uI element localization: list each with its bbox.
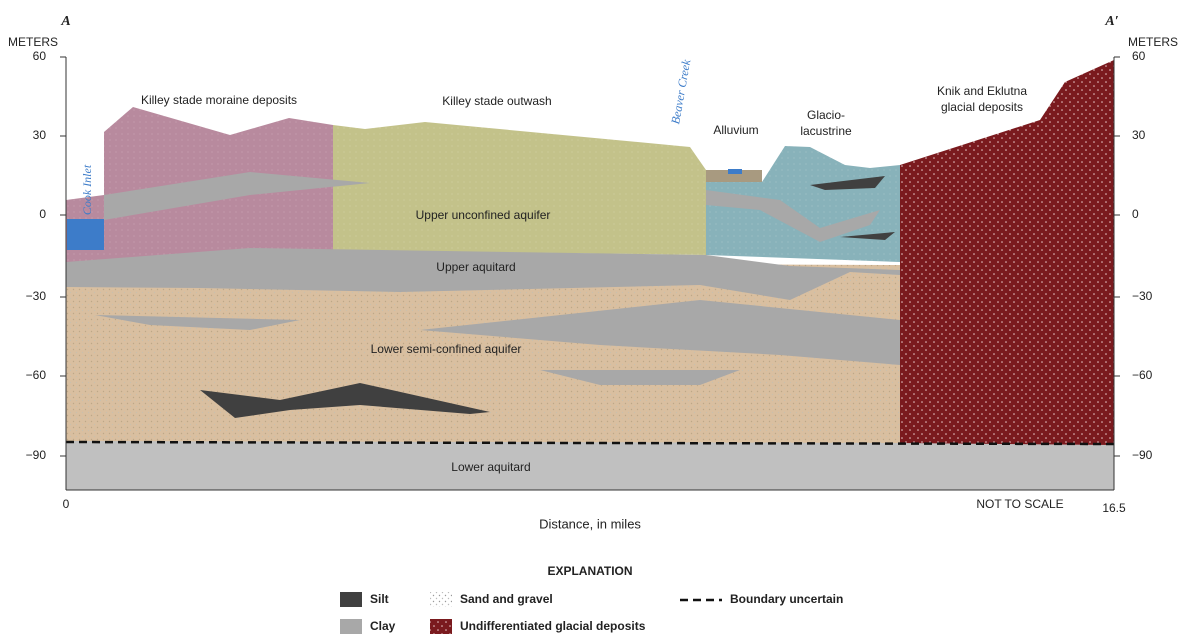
knik — [900, 60, 1114, 445]
tick-label: −90 — [1132, 448, 1153, 462]
deposit-label: Glacio- — [807, 108, 845, 122]
tick-label: 30 — [33, 128, 47, 142]
deposit-label: Killey stade outwash — [442, 94, 551, 108]
end-label: A — [60, 14, 70, 29]
tick-label: 0 — [1132, 207, 1139, 221]
unit: METERS — [8, 35, 58, 49]
tick-label: −30 — [1132, 289, 1153, 303]
tick-label: 30 — [1132, 128, 1146, 142]
legend-item: Silt — [370, 592, 389, 606]
unit-label: Lower semi-confined aquifer — [371, 342, 522, 356]
deposit-label: Alluvium — [713, 123, 758, 137]
lower-aquitard — [66, 441, 1114, 490]
tick-label: −60 — [1132, 368, 1153, 382]
unit-label: Lower aquitard — [451, 460, 530, 474]
boundary — [65, 440, 1115, 446]
unit: METERS — [1128, 35, 1178, 49]
glaciolacustrine — [706, 146, 900, 262]
tick-label: 60 — [1132, 49, 1146, 63]
x-label: 0 — [63, 497, 70, 511]
clay — [66, 172, 900, 385]
deposit-label: lacustrine — [800, 124, 852, 138]
tick-label: −90 — [26, 448, 47, 462]
feature-label: Beaver Creek — [668, 58, 693, 125]
legend-item: Sand and gravel — [460, 592, 553, 606]
tick-label: 60 — [33, 49, 47, 63]
unit-label: Upper unconfined aquifer — [416, 208, 551, 222]
end-label: A′ — [1104, 14, 1118, 29]
deposit-label: Knik and Eklutna — [937, 84, 1027, 98]
deposit-label: glacial deposits — [941, 100, 1023, 114]
deposit-label: Killey stade moraine deposits — [141, 93, 297, 107]
tick-label: −60 — [26, 368, 47, 382]
ticks — [60, 56, 1120, 457]
legend-title: EXPLANATION — [547, 564, 632, 578]
tick-label: 0 — [39, 207, 46, 221]
legend: EXPLANATION Silt Clay Sand and gravel Un… — [340, 564, 843, 634]
outwash — [333, 122, 706, 255]
feature-label: Cook Inlet — [80, 164, 94, 215]
tick-label: −30 — [26, 289, 47, 303]
legend-item: Clay — [370, 619, 396, 633]
x-label: 16.5 — [1102, 501, 1126, 515]
alluvium — [706, 170, 762, 182]
legend-item: Undifferentiated glacial deposits — [460, 619, 646, 633]
legend-item: Boundary uncertain — [730, 592, 843, 606]
frame — [65, 57, 1115, 491]
silt — [200, 176, 895, 418]
x-note: NOT TO SCALE — [976, 497, 1063, 511]
unit-label: Upper aquitard — [436, 260, 515, 274]
inlet — [67, 219, 104, 250]
layers — [65, 60, 1115, 490]
creek — [728, 169, 742, 174]
x-title: Distance, in miles — [539, 516, 641, 531]
